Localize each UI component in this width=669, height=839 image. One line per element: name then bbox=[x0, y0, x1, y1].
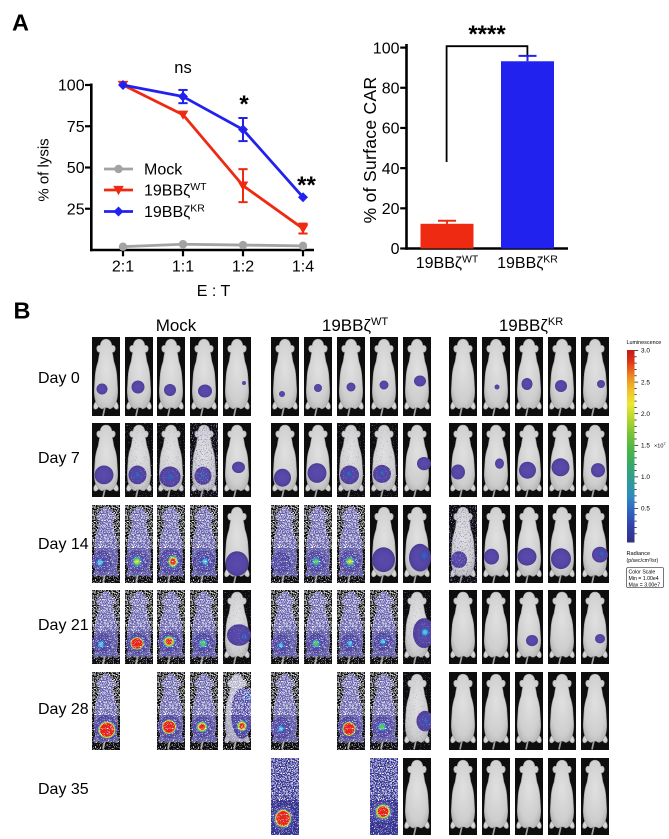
svg-text:% of lysis: % of lysis bbox=[36, 138, 53, 201]
svg-text:Day 14: Day 14 bbox=[38, 536, 89, 553]
svg-text:1:1: 1:1 bbox=[172, 259, 194, 276]
svg-text:1:2: 1:2 bbox=[232, 259, 254, 276]
svg-text:19BBζKR: 19BBζKR bbox=[497, 254, 558, 273]
svg-text:B: B bbox=[14, 298, 31, 324]
svg-text:**: ** bbox=[297, 172, 316, 199]
svg-text:Day 21: Day 21 bbox=[38, 617, 89, 634]
svg-text:2.0: 2.0 bbox=[641, 411, 650, 418]
svg-text:×107: ×107 bbox=[654, 441, 667, 450]
svg-text:19BBζKR: 19BBζKR bbox=[499, 316, 563, 335]
svg-text:19BBζWT: 19BBζWT bbox=[416, 254, 479, 273]
svg-text:75: 75 bbox=[67, 119, 85, 136]
svg-text:Day 28: Day 28 bbox=[38, 701, 89, 718]
svg-text:Color Scale: Color Scale bbox=[629, 570, 656, 576]
svg-text:Day 0: Day 0 bbox=[38, 370, 80, 387]
svg-text:0.5: 0.5 bbox=[641, 506, 650, 513]
svg-text:40: 40 bbox=[382, 161, 400, 178]
svg-text:*: * bbox=[239, 91, 249, 118]
svg-text:19BBζWT: 19BBζWT bbox=[144, 181, 207, 200]
svg-text:50: 50 bbox=[67, 160, 85, 177]
svg-text:A: A bbox=[12, 10, 29, 36]
svg-text:1.0: 1.0 bbox=[641, 474, 650, 481]
svg-text:0: 0 bbox=[391, 241, 400, 258]
svg-text:ns: ns bbox=[174, 59, 191, 77]
svg-text:2:1: 2:1 bbox=[112, 259, 134, 276]
svg-text:80: 80 bbox=[382, 80, 400, 97]
svg-text:(p/sec/cm²/sr): (p/sec/cm²/sr) bbox=[627, 558, 659, 564]
svg-text:100: 100 bbox=[373, 40, 400, 57]
svg-text:100: 100 bbox=[58, 78, 85, 95]
svg-text:Min = 1.00e4: Min = 1.00e4 bbox=[629, 576, 659, 582]
svg-text:****: **** bbox=[468, 21, 506, 48]
svg-text:2.5: 2.5 bbox=[641, 379, 650, 386]
svg-text:19BBζKR: 19BBζKR bbox=[144, 203, 205, 222]
svg-text:20: 20 bbox=[382, 201, 400, 218]
svg-text:Luminescence: Luminescence bbox=[627, 340, 662, 346]
svg-text:E : T: E : T bbox=[197, 283, 231, 300]
svg-text:3.0: 3.0 bbox=[641, 348, 650, 355]
svg-text:Mock: Mock bbox=[156, 316, 197, 335]
svg-text:1.5: 1.5 bbox=[641, 443, 650, 450]
svg-text:60: 60 bbox=[382, 121, 400, 138]
svg-text:Radiance: Radiance bbox=[627, 551, 651, 557]
svg-text:19BBζWT: 19BBζWT bbox=[322, 316, 388, 335]
svg-text:1:4: 1:4 bbox=[292, 259, 314, 276]
svg-text:Mock: Mock bbox=[144, 162, 183, 179]
svg-text:Day 35: Day 35 bbox=[38, 781, 89, 798]
svg-text:% of Surface CAR: % of Surface CAR bbox=[360, 77, 380, 224]
svg-text:Max = 3.00e7: Max = 3.00e7 bbox=[629, 583, 661, 589]
svg-text:Day 7: Day 7 bbox=[38, 450, 80, 467]
svg-text:25: 25 bbox=[67, 201, 85, 218]
